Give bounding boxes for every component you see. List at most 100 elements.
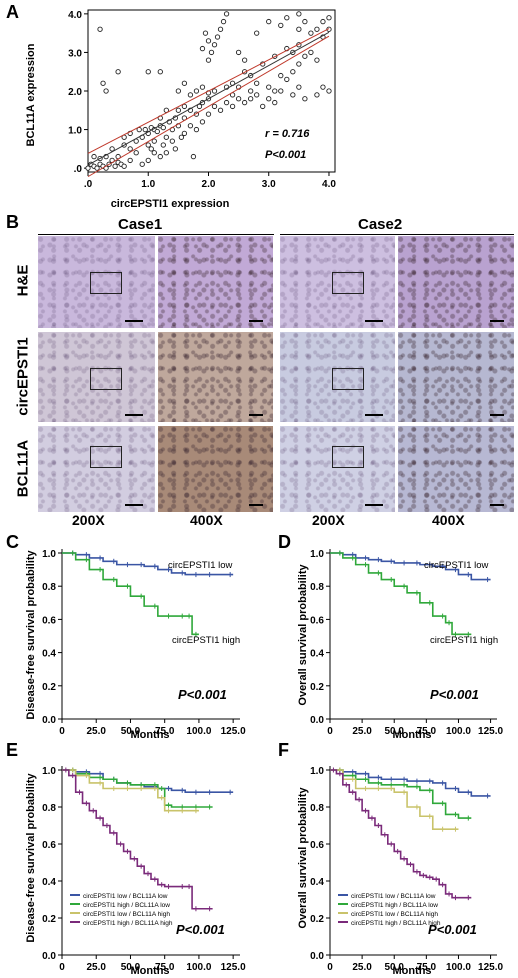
km-ytick-label: 1.0 bbox=[310, 549, 324, 560]
km-xtick-label: 25.0 bbox=[352, 962, 372, 973]
scatter-point bbox=[302, 18, 308, 25]
km-f-legend: circEPSTI1 low / BCL11A low circEPSTI1 hi… bbox=[338, 893, 441, 927]
ihc-image-tile bbox=[38, 426, 155, 512]
km-ytick-label: 0.2 bbox=[310, 914, 324, 925]
km-xtick-label: 125.0 bbox=[221, 962, 246, 973]
km-e-curves bbox=[62, 767, 234, 912]
scatter-point bbox=[302, 53, 308, 59]
km-xtick-label: 125.0 bbox=[221, 726, 246, 737]
scatter-point bbox=[314, 92, 320, 98]
scatter-point bbox=[178, 134, 185, 140]
scatter-point bbox=[193, 126, 200, 133]
scatter-point bbox=[175, 88, 182, 94]
ihc-magnified-region-box bbox=[332, 368, 364, 390]
km-d-curves bbox=[330, 550, 491, 637]
scatter-point bbox=[314, 26, 320, 32]
km-legend-entry: circEPSTI1 high / BCL11A low bbox=[351, 902, 438, 909]
scatter-ytick-label: .0 bbox=[74, 164, 83, 175]
km-curve bbox=[62, 552, 234, 576]
km-xtick-label: 25.0 bbox=[352, 726, 372, 737]
mag-label-4: 400X bbox=[432, 512, 465, 528]
km-d-xlabel: Months bbox=[392, 729, 431, 740]
ihc-image-tile bbox=[38, 332, 155, 422]
km-ytick-label: 0.6 bbox=[310, 615, 324, 626]
scatter-point bbox=[139, 161, 145, 167]
km-ytick-label: 0.4 bbox=[310, 649, 324, 660]
scatter-point bbox=[181, 80, 188, 86]
scatter-point bbox=[127, 157, 133, 164]
km-ytick-label: 0.2 bbox=[310, 682, 324, 693]
ihc-image-tile bbox=[280, 236, 395, 328]
scatter-point bbox=[193, 88, 200, 94]
scatter-point bbox=[91, 153, 97, 160]
scatter-point bbox=[254, 80, 260, 86]
scatter-ytick-label: 4.0 bbox=[68, 10, 82, 21]
km-ytick-label: 0.6 bbox=[310, 840, 324, 851]
ihc-magnified-region-box bbox=[332, 446, 364, 468]
scatter-point bbox=[115, 69, 121, 75]
scatter-point bbox=[296, 61, 302, 67]
km-f-xlabel: Months bbox=[392, 965, 431, 977]
mag-label-2: 400X bbox=[190, 512, 223, 528]
km-plot-d: 0 25.0 50.0 75.0 100.0 125.0 0.0 0.2 0.4 0.6 0.8 1.… bbox=[297, 549, 504, 740]
case1-heading: Case1 bbox=[118, 216, 163, 233]
scatter-point bbox=[220, 18, 227, 25]
km-legend-entry: circEPSTI1 high / BCL11A high bbox=[83, 920, 173, 927]
scatter-point bbox=[133, 150, 139, 156]
km-legend-entry: circEPSTI1 low / BCL11A low bbox=[351, 893, 436, 900]
km-legend-entry: circEPSTI1 low / BCL11A low bbox=[83, 893, 168, 900]
scatter-point bbox=[103, 88, 109, 94]
scatter-point bbox=[181, 130, 188, 137]
ihc-magnified-region-box bbox=[90, 272, 122, 294]
scatter-point bbox=[154, 128, 160, 135]
km-xtick-label: 25.0 bbox=[86, 726, 106, 737]
scatter-point bbox=[202, 30, 209, 36]
km-xtick-label: 50.0 bbox=[121, 962, 141, 973]
km-ytick-label: 0.0 bbox=[42, 951, 56, 962]
km-xtick-label: 75.0 bbox=[155, 962, 175, 973]
ihc-magnified-region-box bbox=[90, 446, 122, 468]
scatter-point bbox=[284, 76, 290, 83]
scatter-point bbox=[308, 49, 314, 56]
km-ytick-label: 0.2 bbox=[42, 914, 56, 925]
scatter-point bbox=[172, 146, 179, 152]
scatter-point bbox=[235, 49, 242, 56]
panel-label-b: B bbox=[6, 212, 19, 232]
km-xtick-label: 50.0 bbox=[384, 726, 404, 737]
km-xtick-label: 100.0 bbox=[446, 962, 471, 973]
scatter-point bbox=[145, 142, 151, 148]
km-e-ylabel: Disease-free survival probability bbox=[25, 772, 37, 942]
km-e-xlabel: Months bbox=[130, 965, 169, 977]
km-xtick-label: 100.0 bbox=[446, 726, 471, 737]
km-xtick-label: 100.0 bbox=[186, 726, 211, 737]
scatter-point bbox=[187, 123, 194, 129]
km-c-ylabel: Disease-free survival probability bbox=[25, 549, 37, 719]
scatter-point bbox=[211, 42, 218, 48]
scatter-point bbox=[85, 165, 91, 171]
scatter-point bbox=[302, 96, 308, 102]
scatter-point bbox=[278, 88, 284, 94]
scatter-point bbox=[214, 34, 221, 40]
km-ytick-label: 0.8 bbox=[42, 582, 56, 593]
scatter-point bbox=[205, 57, 212, 63]
km-curve bbox=[330, 552, 472, 636]
km-xtick-label: 25.0 bbox=[86, 962, 106, 973]
km-ytick-label: 0.8 bbox=[310, 582, 324, 593]
km-c-label-low: circEPSTI1 low bbox=[168, 560, 233, 571]
km-curve bbox=[62, 552, 199, 636]
km-xtick-label: 0 bbox=[59, 726, 65, 737]
km-xtick-label: 100.0 bbox=[186, 962, 211, 973]
km-curve bbox=[330, 552, 491, 581]
scale-bar bbox=[249, 414, 263, 416]
scatter-point bbox=[290, 69, 296, 75]
scatter-point bbox=[199, 119, 206, 125]
km-ytick-label: 1.0 bbox=[42, 549, 56, 560]
scatter-point bbox=[248, 96, 254, 102]
km-e-p-value: P<0.001 bbox=[176, 922, 225, 937]
km-c-xlabel: Months bbox=[130, 729, 169, 740]
km-ytick-label: 0.2 bbox=[42, 682, 56, 693]
scatter-point bbox=[223, 99, 230, 106]
scatter-point bbox=[163, 134, 169, 140]
scatter-point bbox=[254, 92, 260, 98]
scale-bar bbox=[125, 414, 143, 416]
